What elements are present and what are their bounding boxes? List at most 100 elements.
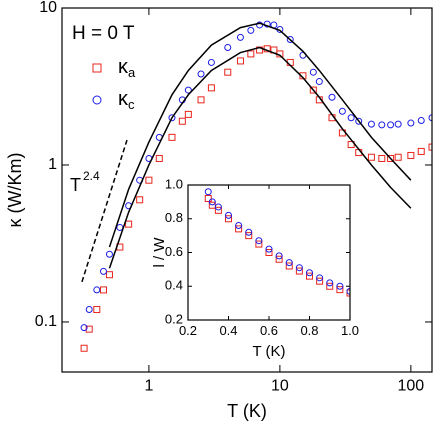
data-point [204, 195, 212, 202]
y-axis-label: κ (W/Km) [5, 153, 25, 228]
data-point [93, 286, 101, 294]
data-point [197, 96, 205, 104]
data-point [197, 70, 205, 78]
data-point [99, 267, 107, 275]
series-line [108, 22, 412, 248]
data-point [328, 93, 336, 101]
x-tick-label: 100 [398, 378, 425, 395]
data-point [236, 33, 244, 41]
x-tick-label: 0.4 [219, 323, 237, 338]
data-point [407, 151, 415, 159]
data-point [85, 325, 93, 333]
y-tick-label: 1 [48, 156, 57, 173]
data-point [93, 306, 101, 314]
data-point [378, 121, 386, 129]
data-point [247, 50, 255, 58]
data-point [275, 255, 283, 263]
data-point [285, 259, 293, 267]
data-point [224, 68, 232, 76]
data-point [204, 188, 212, 196]
data-point [367, 153, 375, 161]
data-point [428, 143, 432, 151]
data-point [417, 147, 425, 155]
data-point [247, 26, 255, 34]
data-point [208, 198, 216, 206]
data-point [105, 250, 113, 258]
y-tick-label: 0.2 [165, 311, 183, 326]
data-point [306, 272, 313, 280]
data-point [326, 279, 334, 287]
data-point [80, 324, 88, 332]
data-point [235, 222, 243, 229]
y-tick-label: 1.0 [165, 176, 183, 191]
data-point [275, 252, 283, 260]
legend-title: H = 0 T [72, 23, 135, 44]
y-tick-label: 0.4 [165, 278, 183, 293]
data-point [309, 68, 317, 76]
data-point [387, 121, 395, 129]
data-point [85, 306, 93, 314]
legend-label: κc [118, 88, 135, 112]
data-point [255, 240, 263, 248]
data-point [315, 78, 323, 86]
data-point [225, 215, 232, 223]
data-point [265, 245, 273, 253]
data-point [336, 286, 344, 294]
x-axis-label: T (K) [227, 401, 267, 421]
data-point [225, 211, 232, 219]
series-line [108, 46, 412, 269]
data-point [316, 274, 324, 282]
data-point [207, 84, 215, 92]
y-tick-label: 0.1 [35, 313, 57, 330]
x-axis-label: T (K) [252, 343, 285, 360]
data-point [336, 282, 344, 290]
x-tick-label: 0.6 [260, 323, 278, 338]
series-group [204, 188, 350, 297]
data-point [208, 201, 216, 209]
data-point [387, 154, 395, 162]
annotation: T [70, 175, 81, 195]
data-point [347, 114, 355, 122]
plot-frame [61, 7, 433, 373]
data-point [394, 153, 402, 161]
data-point [235, 225, 243, 233]
data-point [355, 117, 363, 125]
data-point [136, 196, 144, 204]
data-point [265, 249, 273, 256]
data-point [316, 277, 324, 285]
series-line [81, 139, 128, 283]
x-tick-label: 10 [271, 378, 289, 395]
data-point [309, 86, 317, 94]
data-point [428, 114, 432, 122]
x-tick-label: 0.8 [300, 323, 318, 338]
data-point [286, 35, 294, 43]
data-point [184, 86, 192, 94]
data-point [295, 267, 303, 275]
data-point [80, 344, 88, 352]
data-point [378, 154, 386, 162]
data-point [236, 57, 244, 65]
annotation-exponent: 2.4 [83, 169, 100, 183]
x-tick-label: 1 [144, 378, 153, 395]
data-point [99, 286, 107, 294]
y-tick-label: 0.6 [165, 244, 183, 259]
data-point [285, 262, 293, 270]
data-point [346, 287, 350, 295]
data-point [338, 107, 346, 115]
data-point [125, 220, 133, 228]
x-tick-label: 1.0 [341, 323, 359, 338]
data-point [207, 58, 215, 66]
data-point [168, 133, 176, 141]
data-point [255, 237, 263, 245]
legend-marker [92, 95, 102, 105]
y-tick-label: 0.8 [165, 210, 183, 225]
data-point [155, 154, 163, 162]
series-group [80, 20, 432, 352]
data-point [178, 117, 186, 125]
data-point [224, 44, 232, 52]
legend-label: κa [118, 56, 136, 80]
data-point [295, 264, 303, 272]
data-point [168, 114, 176, 122]
data-point [245, 232, 253, 240]
